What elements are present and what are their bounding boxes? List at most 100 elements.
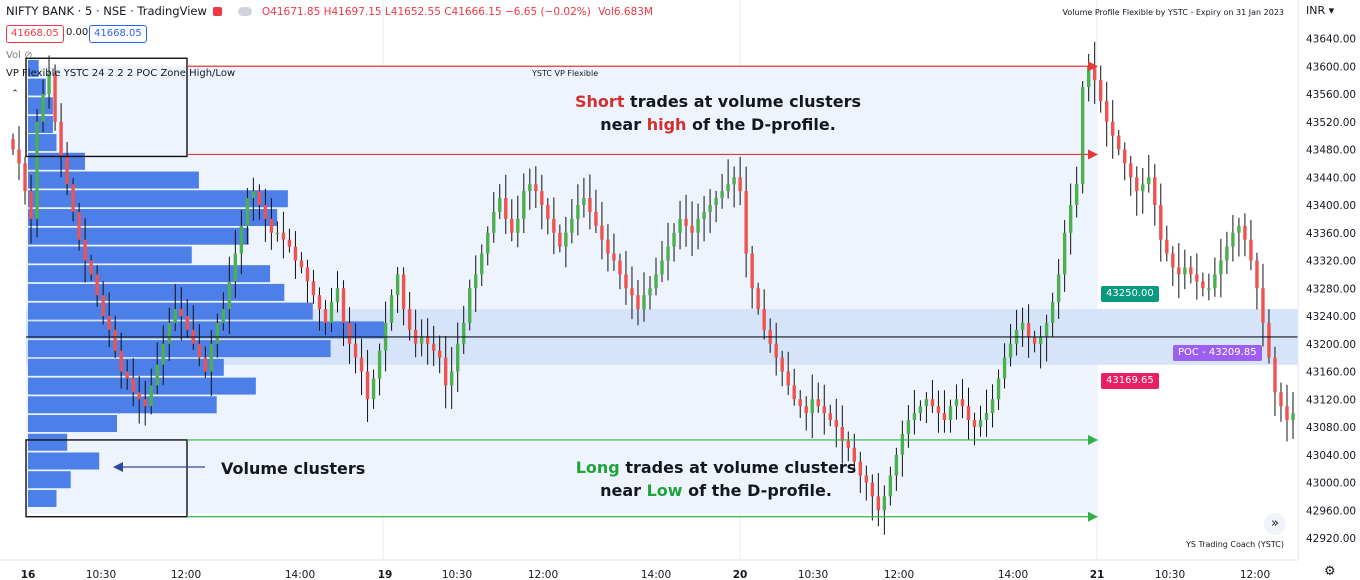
profile-bar	[28, 190, 288, 208]
candle-down	[1189, 267, 1193, 275]
time-axis: 16 10:30 12:00 14:00 19 10:30 12:00 14:00 20 10:3…	[21, 569, 1270, 580]
candle-up	[1002, 357, 1007, 379]
market-status-icon	[212, 7, 222, 16]
chart-note: Volume Profile Flexible by YSTC - Expiry…	[1062, 8, 1284, 17]
candle-down	[600, 225, 604, 240]
candle-up	[1074, 184, 1079, 205]
candle-up	[582, 198, 586, 205]
volume-value: Vol6.683M	[598, 6, 653, 18]
candle-down	[1195, 274, 1199, 282]
symbol-title[interactable]: NIFTY BANK · 5 · NSE · TradingView	[6, 4, 207, 18]
candle-down	[71, 184, 75, 212]
profile-bar	[28, 321, 384, 339]
candle-up	[678, 218, 682, 233]
scroll-to-latest-button[interactable]: »	[1264, 513, 1286, 535]
candle-down	[858, 461, 863, 476]
long-annotation: Long trades at volume clusters near Low …	[575, 458, 857, 500]
indicator-legend[interactable]: VP Flexible YSTC 24 2 2 2 POC Zone High/…	[6, 68, 236, 79]
price-tick-label: 43600.00	[1306, 61, 1356, 73]
candle-down	[630, 288, 634, 296]
candle-down	[930, 399, 935, 407]
currency-selector[interactable]: INR ▾	[1306, 4, 1334, 17]
candle-up	[155, 364, 159, 386]
candle-up	[1141, 184, 1145, 192]
candle-up	[924, 399, 929, 407]
candle-down	[540, 191, 544, 205]
profile-bar	[28, 78, 46, 96]
candle-down	[431, 343, 436, 351]
candle-down	[546, 205, 550, 219]
candle-down	[131, 378, 135, 393]
profile-bar	[28, 59, 39, 77]
time-tick-label: 12:00	[1240, 569, 1270, 580]
candle-down	[1111, 121, 1115, 136]
candle-up	[395, 274, 400, 296]
volume-profile	[28, 59, 384, 507]
candle-down	[840, 427, 844, 441]
candle-down	[347, 322, 352, 344]
sell-price-button[interactable]: 41668.05	[6, 25, 64, 43]
candle-down	[359, 357, 364, 372]
candle-up	[1044, 322, 1049, 337]
candle-up	[726, 184, 730, 192]
profile-bar	[28, 171, 199, 189]
candle-down	[293, 246, 298, 261]
candle-down	[744, 191, 748, 254]
candle-down	[1105, 100, 1109, 122]
time-tick-label: 21	[1090, 569, 1105, 580]
price-tick-label: 43080.00	[1306, 422, 1356, 434]
volume-legend[interactable]: Vol ⊘	[6, 50, 33, 61]
volume-clusters-label: Volume clusters	[221, 459, 366, 478]
collapse-legend-icon[interactable]: ⌃	[8, 87, 22, 101]
candle-up	[468, 288, 472, 323]
candle-up	[1068, 205, 1073, 233]
candle-down	[365, 371, 370, 400]
candle-down	[1153, 177, 1157, 205]
candle-down	[552, 218, 556, 233]
candle-down	[341, 288, 346, 323]
gear-icon[interactable]: ⚙	[1324, 564, 1336, 579]
profile-bar	[28, 265, 271, 283]
hide-icon[interactable]	[237, 7, 252, 16]
candle-up	[1080, 87, 1085, 185]
candle-up	[47, 73, 51, 94]
candle-down	[101, 295, 105, 316]
buy-price-button[interactable]: 41668.05	[89, 25, 147, 43]
candle-down	[1279, 392, 1283, 407]
candle-up	[1020, 322, 1025, 330]
candle-down	[966, 406, 971, 421]
candle-up	[167, 322, 171, 344]
candle-down	[762, 309, 766, 330]
price-tick-label: 43160.00	[1306, 367, 1356, 379]
candle-down	[125, 371, 129, 379]
profile-bar	[28, 471, 71, 489]
candle-up	[173, 309, 177, 323]
candle-down	[1159, 205, 1163, 240]
candle-up	[486, 232, 490, 254]
candle-up	[371, 378, 376, 400]
lower-cluster-box	[25, 439, 188, 518]
candle-up	[1086, 66, 1091, 88]
price-axis: 43640.00 43600.00 43560.00 43520.00 43480.00…	[1306, 34, 1356, 546]
candle-up	[492, 211, 496, 233]
eye-slash-icon[interactable]: ⊘	[24, 50, 33, 61]
candle-down	[1273, 357, 1277, 393]
candle-down	[1165, 239, 1169, 254]
candle-up	[419, 336, 424, 344]
candle-down	[612, 253, 616, 261]
candle-up	[449, 371, 454, 386]
candle-up	[1225, 246, 1229, 261]
candle-down	[1171, 253, 1175, 268]
time-tick-label: 12:00	[528, 569, 558, 580]
profile-bar	[28, 227, 249, 245]
profile-bar	[28, 134, 57, 152]
volume-legend-label: Vol	[6, 50, 21, 61]
candle-down	[317, 295, 322, 310]
candle-down	[65, 156, 69, 185]
symbol-header[interactable]: NIFTY BANK · 5 · NSE · TradingView O41671…	[6, 4, 653, 18]
val-tag: 43169.65	[1101, 373, 1159, 389]
candle-down	[1098, 80, 1103, 101]
candle-up	[1008, 343, 1013, 358]
currency-label: INR	[1306, 4, 1326, 17]
